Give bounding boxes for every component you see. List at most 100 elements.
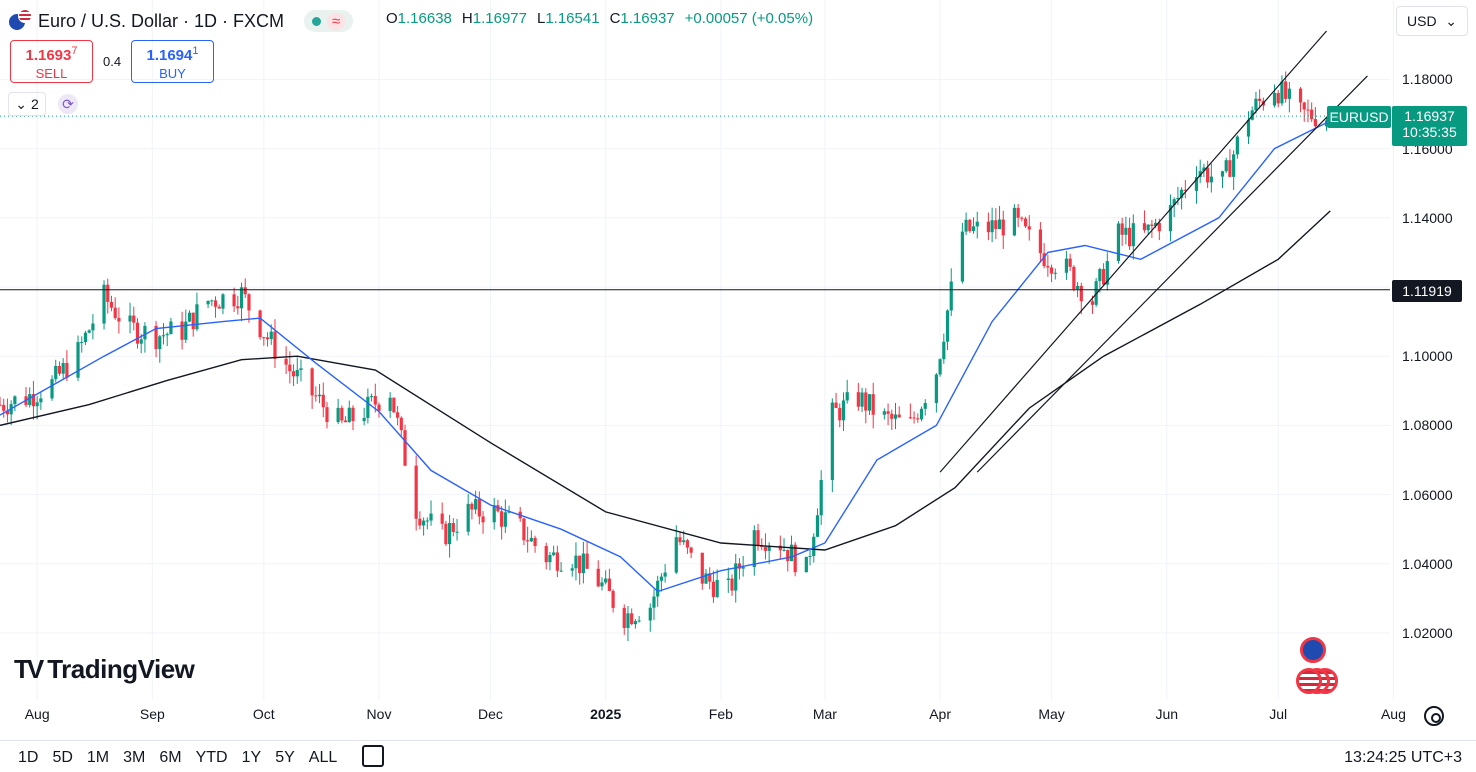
candle-body xyxy=(782,549,786,551)
candle-body xyxy=(674,537,678,573)
candle-body xyxy=(347,407,351,423)
range-buttons: 1D 5D 1M 3M 6M YTD 1Y 5Y ALL xyxy=(18,749,337,767)
us-event-icon[interactable] xyxy=(1296,668,1322,694)
candle-body xyxy=(1128,227,1132,247)
channel-line[interactable] xyxy=(939,30,1327,473)
candle-body xyxy=(604,578,608,583)
range-button-5y[interactable]: 5Y xyxy=(275,749,295,766)
price-chart[interactable] xyxy=(0,0,1476,740)
candle-body xyxy=(448,523,452,545)
candle-body xyxy=(295,369,299,377)
tradingview-logo: TV TradingView xyxy=(14,654,195,684)
currency-select[interactable]: USD ⌄ xyxy=(1396,6,1468,36)
candle-body xyxy=(1194,176,1199,191)
candle-body xyxy=(659,576,664,581)
x-tick-label: 2025 xyxy=(590,706,622,722)
candle-body xyxy=(83,332,88,342)
candle-body xyxy=(1042,253,1046,267)
range-button-6m[interactable]: 6M xyxy=(159,749,182,766)
range-button-1y[interactable]: 1Y xyxy=(241,749,262,766)
candle-body xyxy=(522,518,526,541)
range-button-5d[interactable]: 5D xyxy=(52,749,73,766)
candle-body xyxy=(1072,266,1076,290)
range-button-all[interactable]: ALL xyxy=(308,749,338,766)
candle-body xyxy=(1183,189,1187,191)
candle-body xyxy=(555,552,559,571)
candle-body xyxy=(1053,272,1057,274)
candle-body xyxy=(942,341,946,360)
candle-body xyxy=(1287,88,1291,99)
candle-body xyxy=(819,479,823,516)
x-tick-label: Mar xyxy=(812,706,837,722)
candle-body xyxy=(340,407,344,421)
candle-body xyxy=(362,417,366,422)
candle-body xyxy=(273,331,277,359)
candle-body xyxy=(1154,222,1158,226)
candle-body xyxy=(1235,136,1239,155)
candle-body xyxy=(61,362,65,374)
candle-body xyxy=(934,374,938,403)
candle-body xyxy=(663,572,667,577)
candle-body xyxy=(236,306,240,309)
y-tick-label: 1.14000 xyxy=(1402,209,1453,226)
candle-body xyxy=(106,284,110,302)
candle-body xyxy=(908,417,912,419)
chevron-down-icon: ⌄ xyxy=(1445,12,1457,29)
market-status[interactable]: ≈ xyxy=(304,10,354,32)
candle-body xyxy=(529,537,533,542)
candle-body xyxy=(596,568,600,587)
indicators-toggle[interactable]: ⌄ 2 xyxy=(8,92,46,116)
range-button-1m[interactable]: 1M xyxy=(86,749,110,766)
candle-body xyxy=(2,404,6,411)
symbol-price-tag: EURUSD xyxy=(1327,106,1391,128)
symbol-title[interactable]: Euro / U.S. Dollar · 1D · FXCM xyxy=(38,10,285,31)
buy-button[interactable]: 1.16941 BUY xyxy=(131,40,214,83)
candle-body xyxy=(923,402,927,409)
candle-body xyxy=(559,570,563,572)
candle-body xyxy=(422,520,426,526)
candle-body xyxy=(1298,88,1303,103)
candle-body xyxy=(574,555,578,569)
range-button-3m[interactable]: 3M xyxy=(123,749,146,766)
candle-body xyxy=(336,407,340,422)
sync-icon[interactable]: ⟳ xyxy=(58,94,78,114)
candle-body xyxy=(960,231,964,282)
candle-body xyxy=(210,300,214,302)
candle-body xyxy=(986,221,990,233)
clock[interactable]: 13:24:25 UTC+3 xyxy=(1344,749,1462,766)
candle-body xyxy=(711,581,716,597)
candle-body xyxy=(39,398,43,403)
calendar-icon[interactable] xyxy=(362,745,384,767)
candle-body xyxy=(882,411,886,415)
y-tick-label: 1.02000 xyxy=(1402,625,1453,641)
candle-body xyxy=(834,402,838,408)
sell-button[interactable]: 1.16937 SELL xyxy=(10,40,93,83)
candle-body xyxy=(1232,154,1236,177)
range-button-1d[interactable]: 1D xyxy=(18,749,39,766)
y-tick-label: 1.18000 xyxy=(1402,71,1453,88)
horizontal-level-tag[interactable]: 1.11919 xyxy=(1392,280,1462,302)
candle-body xyxy=(793,544,797,573)
candle-body xyxy=(756,530,760,546)
candle-body xyxy=(737,563,742,569)
candle-body xyxy=(470,503,474,510)
channel-line[interactable] xyxy=(976,75,1368,473)
range-button-ytd[interactable]: YTD xyxy=(195,749,228,766)
candle-body xyxy=(1120,223,1124,235)
candle-body xyxy=(1258,98,1262,101)
candle-body xyxy=(1206,167,1210,183)
eu-event-icon[interactable] xyxy=(1300,637,1326,663)
candle-body xyxy=(1049,267,1054,274)
spread-value: 0.4 xyxy=(103,54,122,69)
settings-icon[interactable] xyxy=(1424,706,1444,726)
candle-body xyxy=(1180,189,1184,198)
x-tick-label: Apr xyxy=(929,706,951,722)
candle-body xyxy=(730,578,734,591)
candle-body xyxy=(299,368,303,370)
candle-body xyxy=(139,339,143,344)
candle-body xyxy=(763,546,768,551)
x-tick-label: Aug xyxy=(24,706,50,722)
candle-body xyxy=(1090,301,1095,305)
candle-body xyxy=(682,540,686,543)
candle-body xyxy=(377,404,381,411)
